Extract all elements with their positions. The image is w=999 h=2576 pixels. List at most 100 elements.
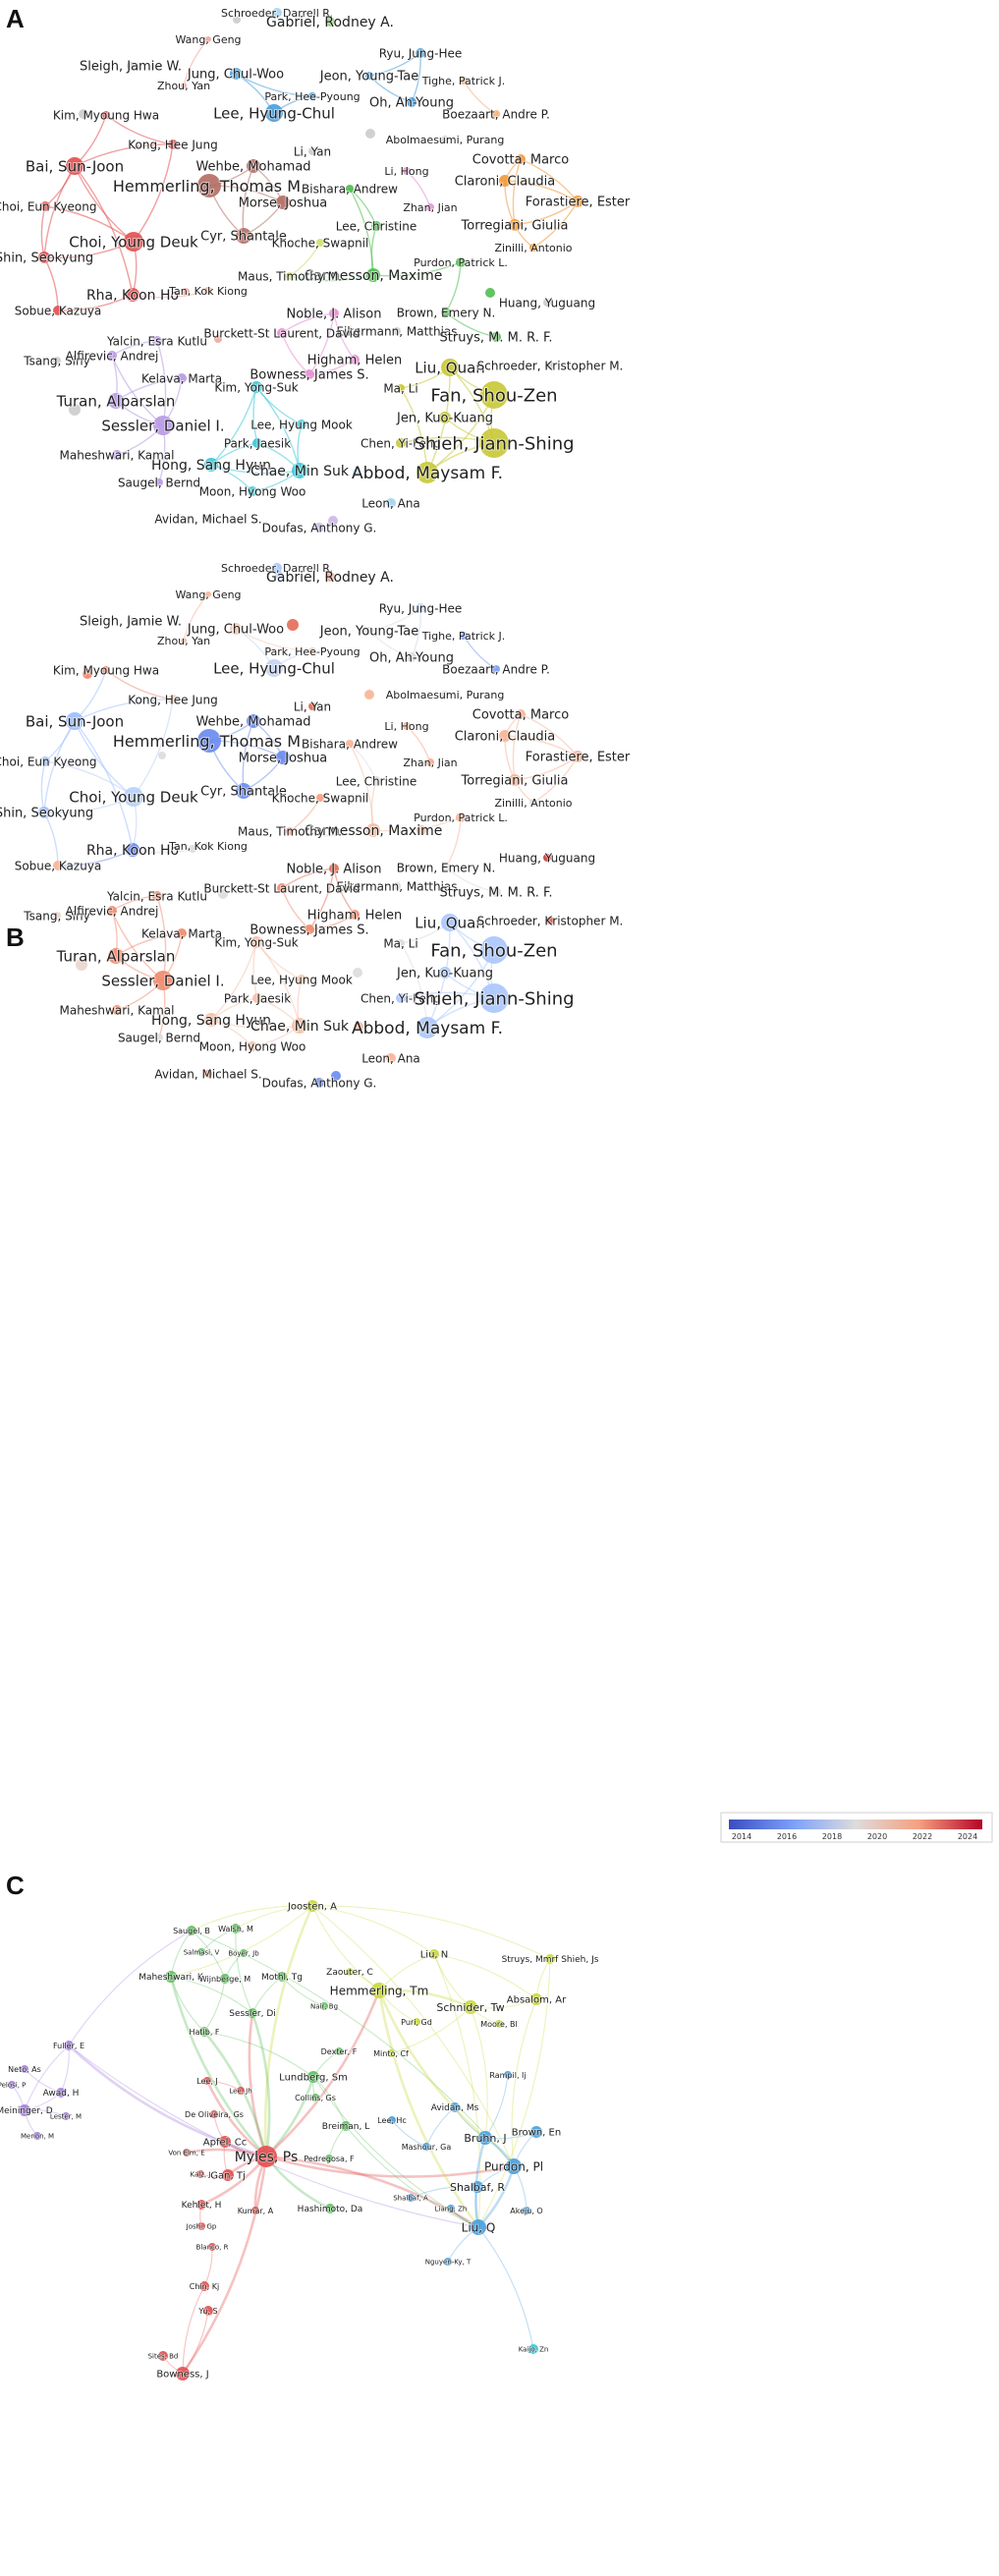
author-node[interactable] [308, 92, 316, 100]
author-node[interactable] [444, 2258, 452, 2266]
author-node[interactable] [196, 2170, 204, 2178]
author-node[interactable] [292, 1018, 307, 1034]
author-node[interactable] [441, 863, 451, 872]
author-node[interactable] [325, 572, 335, 582]
author-node[interactable] [197, 729, 221, 753]
author-node[interactable] [546, 362, 554, 369]
author-node[interactable] [236, 783, 251, 799]
author-node[interactable] [108, 948, 124, 964]
author-node[interactable] [237, 2087, 245, 2095]
author-node[interactable] [292, 463, 307, 478]
author-node[interactable] [66, 712, 83, 730]
author-node[interactable] [464, 2000, 477, 2014]
author-node[interactable] [204, 1070, 212, 1078]
author-node[interactable] [197, 2222, 205, 2230]
author-node[interactable] [499, 730, 511, 742]
author-node[interactable] [543, 854, 551, 862]
author-node[interactable] [107, 351, 117, 361]
author-node[interactable] [102, 111, 110, 119]
author-node[interactable] [272, 563, 282, 573]
author-node[interactable] [199, 2281, 209, 2291]
author-node[interactable] [479, 428, 509, 458]
author-node[interactable] [66, 157, 83, 175]
author-node[interactable] [124, 787, 143, 807]
author-node[interactable] [112, 450, 122, 460]
author-node[interactable] [529, 799, 537, 807]
author-node[interactable] [441, 308, 451, 317]
author-node[interactable] [504, 2071, 512, 2079]
author-node[interactable] [306, 1900, 318, 1912]
author-node[interactable] [247, 714, 260, 728]
author-node[interactable] [387, 2049, 395, 2057]
author-node[interactable] [325, 2204, 335, 2213]
author-node[interactable] [316, 794, 324, 802]
author-node[interactable] [236, 228, 251, 244]
author-node[interactable] [335, 2047, 343, 2055]
author-node[interactable] [177, 928, 187, 938]
author-node[interactable] [495, 2020, 503, 2028]
author-node[interactable] [205, 36, 211, 42]
author-node[interactable] [492, 665, 500, 673]
author-node[interactable] [126, 843, 139, 857]
author-node[interactable] [429, 1949, 439, 1959]
author-node[interactable] [426, 203, 434, 211]
author-node[interactable] [204, 458, 218, 472]
author-node[interactable] [416, 1017, 438, 1038]
author-node[interactable] [102, 666, 110, 674]
author-node[interactable] [523, 2207, 530, 2214]
author-node[interactable] [311, 2094, 319, 2101]
author-node[interactable] [8, 2081, 16, 2089]
author-node[interactable] [543, 299, 551, 307]
author-node[interactable] [314, 523, 324, 532]
author-node[interactable] [219, 2136, 231, 2148]
author-node[interactable] [177, 373, 187, 383]
author-node[interactable] [152, 891, 162, 901]
author-node[interactable] [407, 97, 416, 107]
author-node[interactable] [247, 159, 260, 173]
author-node[interactable] [222, 2169, 234, 2181]
author-node[interactable] [403, 167, 411, 175]
author-node[interactable] [393, 327, 401, 335]
author-node[interactable] [480, 381, 508, 409]
author-node[interactable] [155, 1034, 163, 1041]
author-node[interactable] [64, 2041, 74, 2050]
author-node[interactable] [320, 2002, 328, 2010]
author-node[interactable] [168, 695, 178, 704]
author-node[interactable] [107, 906, 117, 916]
author-node[interactable] [277, 883, 287, 893]
author-node[interactable] [252, 993, 262, 1003]
author-node[interactable] [416, 603, 425, 613]
author-node[interactable] [308, 647, 316, 655]
author-node[interactable] [350, 910, 360, 920]
author-node[interactable] [480, 936, 508, 964]
author-node[interactable] [38, 252, 50, 263]
author-node[interactable] [297, 420, 306, 429]
author-node[interactable] [126, 288, 139, 302]
author-node[interactable] [388, 2116, 396, 2124]
author-node[interactable] [422, 2143, 430, 2151]
author-node[interactable] [397, 384, 405, 392]
author-node[interactable] [316, 239, 324, 247]
author-node[interactable] [441, 359, 459, 376]
author-node[interactable] [371, 221, 381, 231]
author-node[interactable] [127, 617, 135, 625]
author-node[interactable] [308, 702, 316, 710]
author-node[interactable] [196, 2200, 206, 2210]
author-node[interactable] [297, 975, 306, 984]
author-node[interactable] [329, 308, 339, 318]
author-node[interactable] [325, 2155, 333, 2162]
author-node[interactable] [460, 77, 468, 84]
author-node[interactable] [308, 147, 316, 155]
author-node[interactable] [19, 2104, 30, 2116]
author-node[interactable] [53, 357, 61, 364]
author-node[interactable] [208, 2243, 216, 2251]
author-node[interactable] [403, 722, 411, 730]
author-node[interactable] [203, 2077, 211, 2085]
author-node[interactable] [265, 659, 283, 677]
author-node[interactable] [204, 287, 212, 295]
author-node[interactable] [272, 8, 282, 18]
author-node[interactable] [441, 691, 449, 699]
author-node[interactable] [250, 936, 262, 948]
author-node[interactable] [530, 2126, 542, 2138]
author-node[interactable] [441, 136, 449, 143]
